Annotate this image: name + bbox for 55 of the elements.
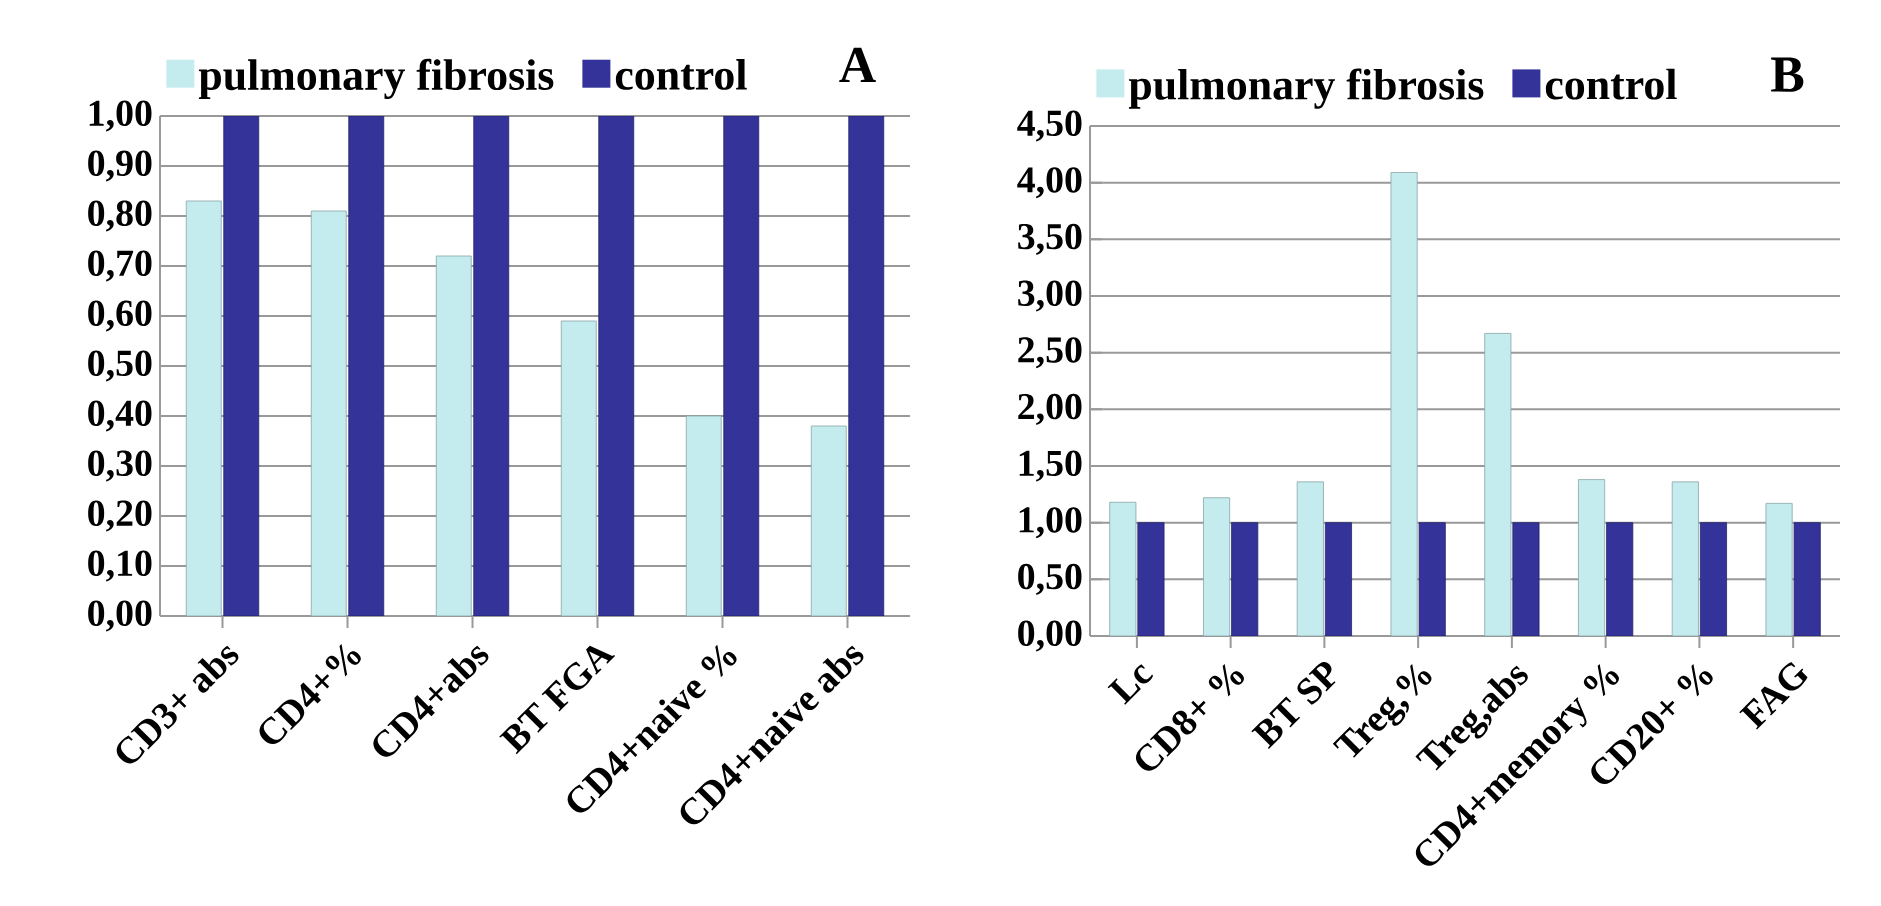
y-tick-label: 3,50 — [1018, 223, 1082, 255]
legend-label: control — [1545, 68, 1677, 100]
legend-label: pulmonary fibrosis — [198, 58, 554, 100]
bar — [1484, 333, 1512, 636]
bar — [598, 115, 635, 616]
bar — [185, 200, 222, 616]
bar — [1390, 172, 1418, 636]
bar — [1578, 479, 1606, 636]
y-tick-label: 0,30 — [88, 450, 152, 482]
bar — [1296, 481, 1324, 636]
bar — [1765, 503, 1793, 636]
bar — [310, 210, 347, 616]
bar — [473, 115, 510, 616]
bar — [1699, 522, 1727, 636]
bar — [348, 115, 385, 616]
y-tick-label: 1,50 — [1019, 450, 1082, 482]
y-tick-label: 0,80 — [88, 200, 152, 232]
y-tick-label: 0,00 — [1018, 620, 1082, 652]
y-tick-label: 1,00 — [89, 100, 152, 132]
bar — [435, 255, 472, 616]
y-tick-label: 0,40 — [88, 400, 152, 432]
bar — [685, 415, 722, 616]
chart-title: A — [839, 47, 876, 82]
y-tick-label: 0,90 — [88, 150, 152, 182]
bar — [1203, 497, 1231, 636]
y-tick-label: 0,10 — [88, 550, 152, 582]
bar — [1512, 522, 1540, 636]
bar — [1324, 522, 1352, 636]
y-tick-label: 2,00 — [1018, 393, 1082, 425]
bar — [848, 115, 885, 616]
bar — [1606, 522, 1634, 636]
y-tick-label: 4,00 — [1017, 167, 1082, 199]
y-tick-label: 4,50 — [1017, 110, 1082, 142]
bar — [560, 320, 597, 616]
y-tick-label: 0,20 — [88, 500, 152, 532]
legend-label: pulmonary fibrosis — [1128, 68, 1484, 109]
bar — [1793, 522, 1821, 636]
y-tick-label: 3,00 — [1018, 280, 1082, 312]
bar — [1418, 522, 1446, 636]
bar — [723, 115, 760, 616]
y-tick-label: 0,00 — [88, 600, 152, 632]
y-tick-label: 2,50 — [1018, 337, 1082, 369]
y-tick-label: 0,50 — [1018, 563, 1082, 595]
y-tick-label: 0,50 — [88, 350, 152, 382]
bar — [223, 115, 260, 616]
bar — [1109, 501, 1137, 636]
bar — [1137, 522, 1165, 636]
bar — [1671, 481, 1699, 636]
y-tick-label: 1,00 — [1019, 507, 1082, 539]
legend-label: control — [615, 59, 747, 90]
chart-title: B — [1771, 57, 1804, 92]
y-tick-label: 0,60 — [88, 300, 152, 332]
y-tick-label: 0,70 — [88, 250, 152, 282]
bar — [1231, 522, 1259, 636]
bar — [810, 425, 847, 616]
